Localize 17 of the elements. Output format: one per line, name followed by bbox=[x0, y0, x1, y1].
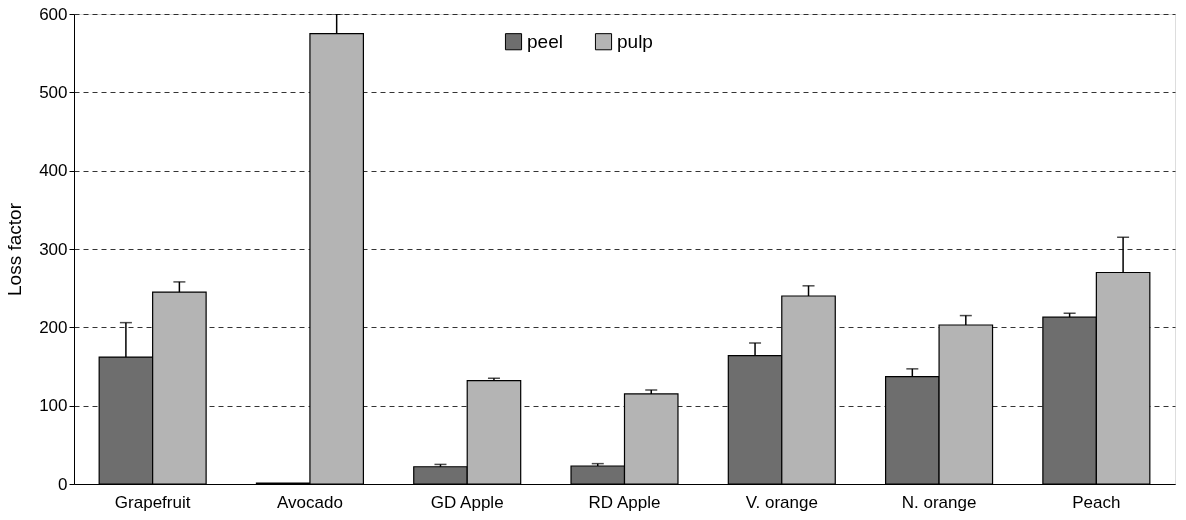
legend-label: pulp bbox=[617, 30, 653, 52]
y-tick-label: 0 bbox=[58, 474, 68, 494]
x-tick-label: V. orange bbox=[745, 492, 818, 512]
y-tick-label: 600 bbox=[39, 4, 68, 24]
y-tick-label: 200 bbox=[39, 317, 68, 337]
x-tick-label: N. orange bbox=[901, 492, 977, 512]
x-tick-label: Grapefruit bbox=[114, 492, 191, 512]
y-axis-title: Loss factor bbox=[4, 202, 26, 296]
legend-label: peel bbox=[527, 30, 563, 52]
y-tick-label: 100 bbox=[39, 396, 68, 416]
y-tick-label: 300 bbox=[39, 239, 68, 259]
x-tick-label: RD Apple bbox=[588, 492, 661, 512]
y-tick-label: 500 bbox=[39, 82, 68, 102]
x-tick-label: Peach bbox=[1072, 492, 1121, 512]
y-tick-label: 400 bbox=[39, 161, 68, 181]
x-tick-label: Avocado bbox=[277, 492, 343, 512]
x-tick-label: GD Apple bbox=[430, 492, 504, 512]
